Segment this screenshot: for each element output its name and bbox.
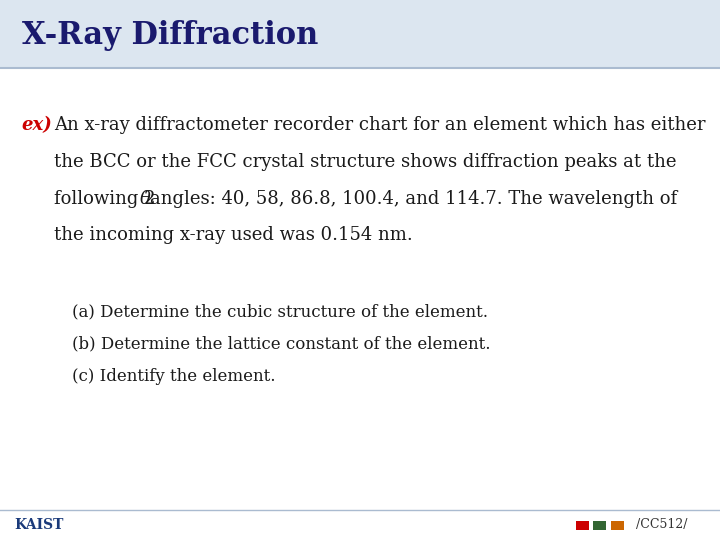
Text: θ: θ [140, 190, 150, 207]
Text: X-Ray Diffraction: X-Ray Diffraction [22, 19, 318, 51]
Bar [611, 521, 624, 530]
Text: /CC512/: /CC512/ [636, 518, 688, 531]
Bar [593, 521, 606, 530]
Text: the BCC or the FCC crystal structure shows diffraction peaks at the: the BCC or the FCC crystal structure sho… [54, 153, 677, 171]
Text: following 2: following 2 [54, 190, 156, 207]
Text: An x-ray diffractometer recorder chart for an element which has either: An x-ray diffractometer recorder chart f… [54, 116, 706, 134]
Text: (b) Determine the lattice constant of the element.: (b) Determine the lattice constant of th… [72, 336, 490, 353]
Text: (c) Identify the element.: (c) Identify the element. [72, 368, 276, 385]
Bar [0, 0, 720, 68]
Text: ex): ex) [22, 116, 53, 134]
Text: the incoming x-ray used was 0.154 nm.: the incoming x-ray used was 0.154 nm. [54, 226, 413, 244]
Bar [576, 521, 589, 530]
Text: (a) Determine the cubic structure of the element.: (a) Determine the cubic structure of the… [72, 303, 488, 320]
Text: angles: 40, 58, 86.8, 100.4, and 114.7. The wavelength of: angles: 40, 58, 86.8, 100.4, and 114.7. … [150, 190, 678, 207]
Text: KAIST: KAIST [14, 518, 64, 532]
